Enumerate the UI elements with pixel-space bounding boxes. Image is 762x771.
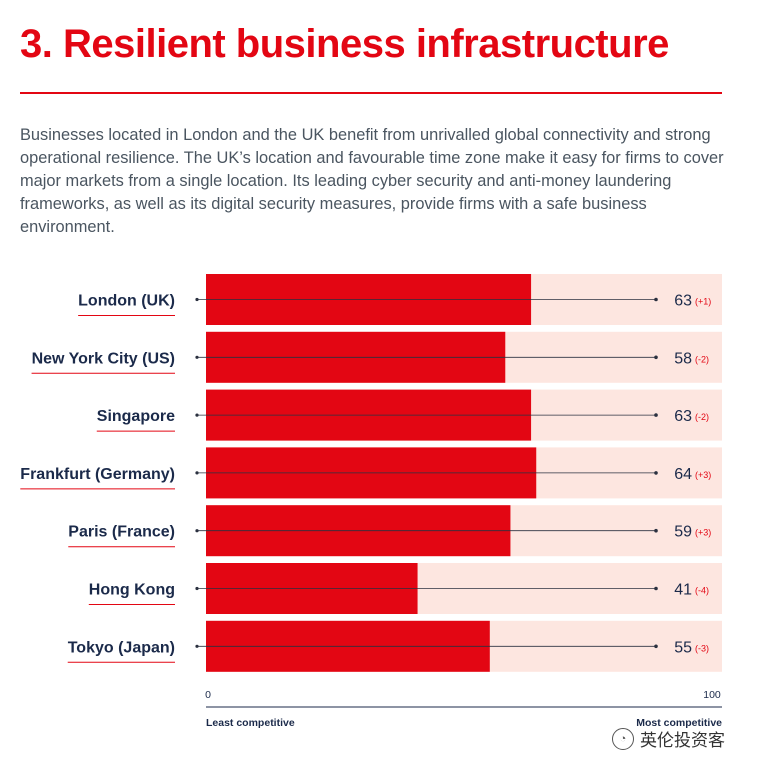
value-label: 59 xyxy=(674,524,692,541)
wechat-icon: ◔ xyxy=(612,727,634,750)
change-label: (-2) xyxy=(695,354,709,364)
category-label: Paris (France) xyxy=(68,524,175,541)
tick-label: 0 xyxy=(205,689,211,701)
guide-dot-end xyxy=(654,471,658,475)
change-label: (+3) xyxy=(695,470,711,480)
category-label: New York City (US) xyxy=(32,350,175,367)
intro-paragraph: Businesses located in London and the UK … xyxy=(20,126,724,236)
category-label: London (UK) xyxy=(78,293,175,310)
category-label: Singapore xyxy=(97,408,175,425)
change-label: (-4) xyxy=(695,586,709,596)
guide-dot-end xyxy=(654,355,658,360)
value-label: 64 xyxy=(674,466,692,483)
guide-dot-end xyxy=(654,413,658,417)
guide-dot-end xyxy=(654,644,658,649)
axis-caption-left: Least competitive xyxy=(206,717,295,729)
guide-dot-start xyxy=(195,297,199,302)
value-label: 58 xyxy=(674,350,692,367)
change-label: (-3) xyxy=(695,643,709,653)
value-label: 63 xyxy=(674,408,692,425)
value-label: 41 xyxy=(674,582,692,599)
guide-dot-start xyxy=(195,471,199,475)
category-label: Tokyo (Japan) xyxy=(68,639,175,656)
guide-dot-start xyxy=(195,413,199,417)
watermark: ◔ 英伦投资客 xyxy=(612,726,725,751)
change-label: (+3) xyxy=(695,528,711,538)
guide-dot-start xyxy=(195,355,199,359)
page-title: 3. Resilient business infrastructure xyxy=(20,22,669,66)
value-label: 63 xyxy=(674,293,692,310)
guide-dot-end xyxy=(654,528,658,533)
tick-label: 100 xyxy=(703,689,721,701)
change-label: (+1) xyxy=(695,297,711,307)
change-label: (-2) xyxy=(695,412,709,422)
axis-caption-right: Most competitive xyxy=(636,717,722,729)
category-label: Hong Kong xyxy=(89,582,175,599)
category-label: Frankfurt (Germany) xyxy=(20,466,175,483)
title-divider xyxy=(20,92,722,94)
guide-dot-start xyxy=(195,529,199,533)
guide-dot-start xyxy=(195,586,199,591)
guide-dot-start xyxy=(195,644,199,648)
guide-dot-end xyxy=(654,586,658,591)
guide-dot-end xyxy=(654,297,658,302)
watermark-text: 英伦投资客 xyxy=(640,731,725,750)
value-label: 55 xyxy=(674,639,692,656)
